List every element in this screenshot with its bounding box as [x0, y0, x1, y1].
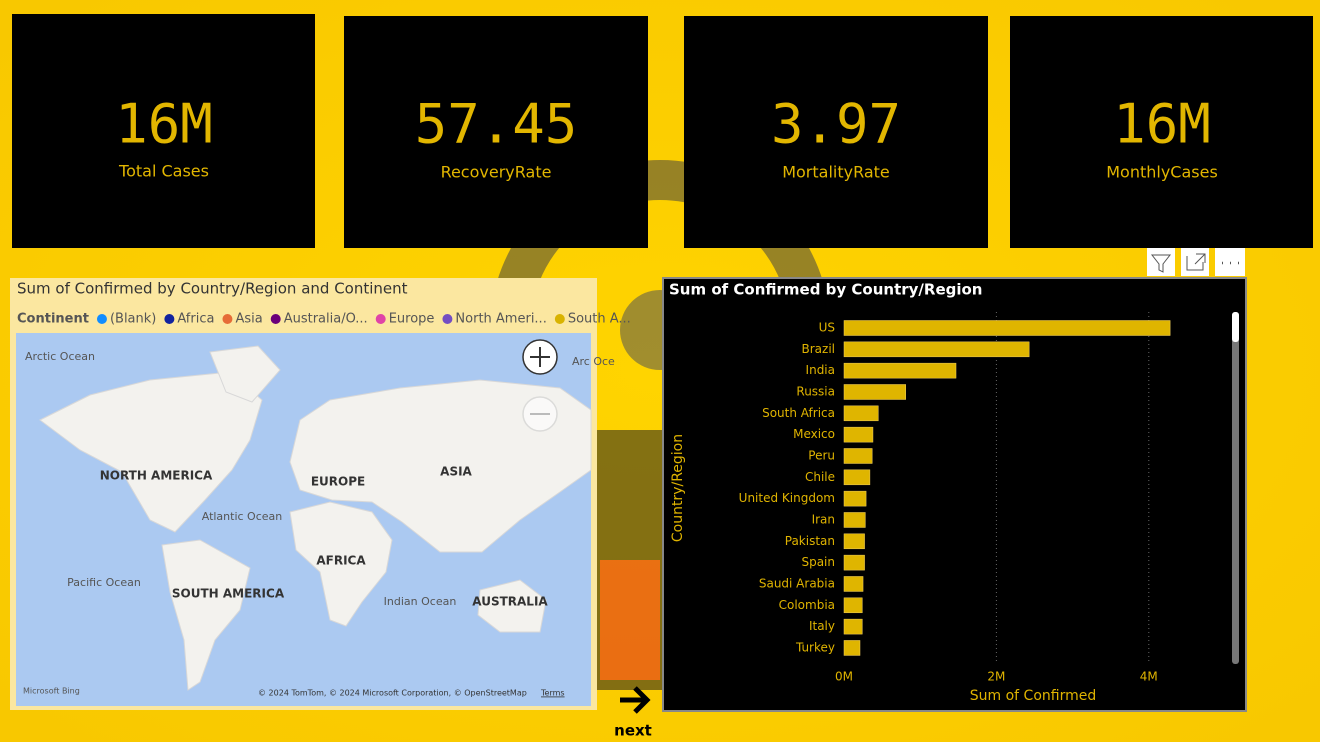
focus-button[interactable] — [1181, 248, 1209, 276]
bar — [843, 405, 879, 422]
y-tick-label: India — [806, 363, 835, 377]
bar — [843, 618, 863, 635]
y-tick-label: US — [819, 321, 835, 335]
card-label: MonthlyCases — [1106, 163, 1218, 182]
x-tick-label: 2M — [987, 670, 1005, 684]
filter-button[interactable] — [1147, 248, 1175, 276]
bar — [843, 490, 867, 507]
legend-item: Australia/O... — [284, 312, 368, 327]
y-tick-label: Pakistan — [785, 534, 835, 548]
legend-item: (Blank) — [110, 312, 156, 327]
bar — [843, 448, 873, 464]
card — [12, 14, 315, 248]
map-label: Arctic Ocean — [25, 350, 95, 363]
next-label[interactable]: next — [614, 722, 652, 740]
card-value: 3.97 — [771, 93, 901, 156]
legend-swatch — [442, 314, 453, 324]
attribution: © 2024 TomTom, © 2024 Microsoft Corporat… — [258, 689, 527, 698]
legend-title: Continent — [17, 312, 89, 327]
scroll-thumb[interactable] — [1232, 312, 1239, 342]
bar — [843, 469, 871, 486]
map-label: ASIA — [440, 465, 472, 479]
bar — [843, 341, 1030, 358]
scrollbar[interactable] — [1232, 312, 1239, 664]
map-label: Arc Oce — [572, 355, 615, 368]
map-label: Pacific Ocean — [67, 576, 141, 589]
terms-link[interactable]: Terms — [540, 689, 565, 698]
visual-header — [1147, 248, 1245, 276]
map-label: EUROPE — [311, 475, 365, 489]
y-tick-label: Turkey — [795, 640, 835, 654]
bar — [843, 384, 906, 400]
x-tick-label: 0M — [835, 670, 853, 684]
filter-icon — [1150, 254, 1172, 273]
card-value: 16M — [1113, 93, 1211, 156]
y-tick-label: United Kingdom — [739, 491, 835, 505]
x-tick-label: 4M — [1140, 670, 1158, 684]
legend-item: Europe — [389, 312, 435, 327]
card — [684, 16, 988, 248]
legend-item: South A... — [568, 312, 631, 327]
card — [1010, 16, 1313, 248]
y-tick-label: Peru — [808, 448, 835, 462]
chart-title: Sum of Confirmed by Country/Region — [669, 281, 982, 299]
map-label: AFRICA — [316, 554, 366, 568]
bar-visual[interactable] — [662, 277, 1247, 712]
bar — [843, 426, 874, 443]
zoom-in-icon — [530, 347, 550, 367]
map-title: Sum of Confirmed by Country/Region and C… — [17, 280, 408, 298]
legend-item: North Ameri... — [455, 312, 546, 327]
map-label: Atlantic Ocean — [202, 510, 283, 523]
bar — [843, 533, 865, 550]
land — [39, 345, 592, 691]
card — [344, 16, 648, 248]
legend-swatch — [375, 314, 386, 324]
map-label: Indian Ocean — [384, 595, 457, 608]
bar — [843, 320, 1171, 336]
y-axis-title: Country/Region — [670, 434, 686, 542]
legend-swatch — [164, 314, 175, 324]
card-value: 16M — [115, 93, 213, 156]
y-tick-label: South Africa — [762, 406, 835, 420]
card-label: MortalityRate — [782, 163, 890, 182]
next-arrow[interactable] — [620, 686, 651, 714]
bar — [843, 597, 863, 614]
bar — [843, 640, 861, 656]
legend-item: Asia — [235, 312, 262, 327]
y-tick-label: Colombia — [779, 598, 835, 612]
focus-icon — [1186, 253, 1206, 271]
y-tick-label: Brazil — [802, 342, 836, 356]
card-label: RecoveryRate — [441, 163, 552, 182]
card-value: 57.45 — [415, 93, 578, 156]
card-label: Total Cases — [118, 162, 209, 181]
map-label: AUSTRALIA — [472, 595, 548, 609]
y-tick-label: Chile — [805, 470, 835, 484]
bar — [843, 362, 957, 379]
bar — [843, 512, 866, 528]
bing-logo: Microsoft Bing — [23, 687, 80, 696]
y-tick-label: Mexico — [793, 427, 835, 441]
legend-swatch — [270, 314, 281, 324]
y-tick-label: Iran — [812, 512, 835, 526]
x-axis-title: Sum of Confirmed — [970, 688, 1096, 704]
legend-item: Africa — [177, 312, 214, 327]
legend-swatch — [96, 314, 107, 324]
map-label: SOUTH AMERICA — [172, 587, 285, 601]
legend-swatch — [222, 314, 233, 324]
y-tick-label: Saudi Arabia — [759, 576, 835, 590]
y-tick-label: Spain — [801, 555, 835, 569]
bar — [843, 576, 864, 592]
y-tick-label: Italy — [809, 619, 835, 633]
legend-swatch — [554, 314, 565, 324]
map-label: NORTH AMERICA — [100, 469, 213, 483]
y-tick-label: Russia — [796, 384, 835, 398]
bar — [843, 554, 865, 571]
